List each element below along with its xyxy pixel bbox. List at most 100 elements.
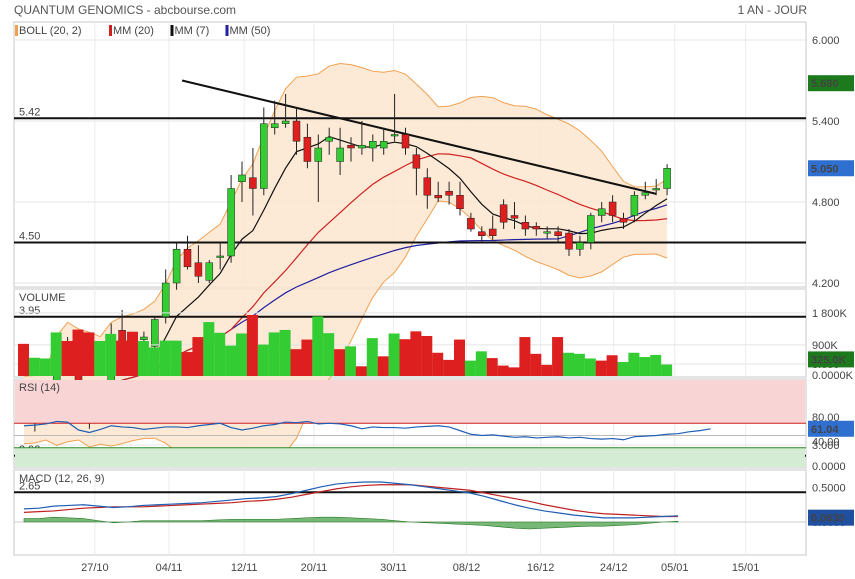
volume-bar bbox=[584, 358, 596, 376]
rsi-overbought-zone bbox=[15, 380, 805, 424]
volume-bar bbox=[148, 347, 160, 376]
volume-bar bbox=[94, 340, 106, 376]
volume-bar bbox=[617, 362, 629, 376]
candle bbox=[576, 235, 584, 256]
volume-bar bbox=[443, 359, 455, 376]
rsi-axis-tick: 0.0000 bbox=[812, 461, 846, 473]
volume-bar bbox=[290, 349, 302, 376]
legend-swatch bbox=[225, 25, 229, 36]
candle bbox=[369, 134, 377, 162]
candle-body bbox=[597, 208, 606, 216]
volume-bar bbox=[508, 367, 520, 376]
rsi-line bbox=[23, 420, 711, 441]
candle-body bbox=[303, 136, 312, 162]
volume-bar bbox=[388, 333, 400, 376]
legend-swatch bbox=[170, 25, 174, 36]
candle bbox=[663, 164, 671, 196]
legend-item: MM (20) bbox=[113, 25, 154, 37]
candle-body bbox=[478, 231, 486, 236]
rsi-last-tag: 61.04 bbox=[811, 424, 839, 436]
candle bbox=[467, 212, 475, 232]
candle-body bbox=[576, 242, 584, 250]
candle bbox=[281, 94, 290, 128]
candle-body bbox=[510, 215, 519, 219]
last-price-tag-bg bbox=[808, 75, 854, 92]
volume-bar bbox=[39, 358, 51, 376]
volume-bar bbox=[28, 357, 40, 376]
date-axis-tick: 16/12 bbox=[527, 562, 555, 574]
candle-body bbox=[216, 255, 224, 258]
volume-bar bbox=[137, 340, 149, 376]
candle-body bbox=[532, 226, 541, 230]
candle-body bbox=[663, 168, 671, 189]
date-axis-tick: 15/01 bbox=[732, 562, 760, 574]
candle bbox=[379, 127, 388, 155]
volume-bar bbox=[159, 340, 171, 376]
legend-swatch bbox=[109, 25, 112, 36]
volume-bar bbox=[203, 322, 215, 376]
candle bbox=[336, 127, 344, 175]
volume-bar bbox=[279, 329, 291, 376]
trendline bbox=[181, 79, 657, 195]
candle bbox=[194, 245, 203, 283]
candle-body bbox=[314, 147, 323, 162]
candle bbox=[390, 94, 399, 142]
candle bbox=[597, 202, 606, 223]
volume-axis-tick: 1 800K bbox=[812, 308, 848, 320]
candle bbox=[608, 195, 617, 223]
candle-body bbox=[292, 120, 301, 142]
level-label: 2.65 bbox=[19, 480, 40, 492]
volume-bar bbox=[192, 337, 204, 376]
volume-bar bbox=[334, 349, 346, 376]
candle-body bbox=[325, 136, 333, 142]
volume-bar bbox=[573, 353, 585, 376]
candle-body bbox=[565, 232, 573, 250]
volume-bar bbox=[236, 333, 247, 376]
date-axis-tick: 24/12 bbox=[600, 562, 628, 574]
volume-bar bbox=[18, 343, 29, 376]
candle bbox=[292, 107, 301, 155]
candle bbox=[543, 226, 551, 239]
level-label: 3.95 bbox=[19, 305, 40, 317]
candle-body bbox=[249, 177, 257, 189]
candle-body bbox=[543, 231, 551, 234]
candle bbox=[434, 181, 442, 202]
candle bbox=[565, 229, 573, 256]
volume-bar bbox=[181, 352, 193, 376]
candle bbox=[478, 226, 486, 243]
candle-body bbox=[270, 123, 279, 128]
candle-body bbox=[641, 192, 650, 196]
volume-bar bbox=[83, 332, 95, 376]
candle bbox=[445, 181, 453, 205]
candle bbox=[488, 215, 497, 240]
candle-body bbox=[608, 201, 617, 216]
candle bbox=[227, 175, 235, 263]
candle-body bbox=[521, 222, 530, 230]
candle bbox=[260, 107, 268, 196]
volume-label: VOLUME bbox=[19, 292, 65, 304]
volume-bar bbox=[225, 345, 237, 376]
candle bbox=[587, 212, 595, 250]
candle-body bbox=[499, 204, 508, 223]
candle-body bbox=[619, 217, 628, 223]
candle-body bbox=[412, 154, 421, 169]
candle-body bbox=[194, 262, 203, 277]
candle-body bbox=[140, 336, 148, 340]
volume-bar bbox=[486, 358, 498, 376]
last-price-tag: 5.680 bbox=[811, 78, 839, 90]
candle bbox=[619, 212, 628, 229]
legend-item: MM (7) bbox=[175, 25, 210, 37]
candle bbox=[532, 222, 541, 236]
ma20-line bbox=[23, 153, 668, 411]
legend-swatch bbox=[15, 25, 18, 36]
macd-label: MACD (12, 26, 9) bbox=[19, 473, 105, 485]
candle bbox=[314, 134, 323, 202]
candle-body bbox=[554, 231, 562, 236]
last-close-tag: 5.050 bbox=[811, 163, 839, 175]
candle-body bbox=[434, 195, 442, 199]
rsi-label: RSI (14) bbox=[19, 382, 60, 394]
candle-body bbox=[336, 147, 344, 162]
volume-bar bbox=[345, 346, 356, 376]
candle bbox=[456, 181, 464, 216]
